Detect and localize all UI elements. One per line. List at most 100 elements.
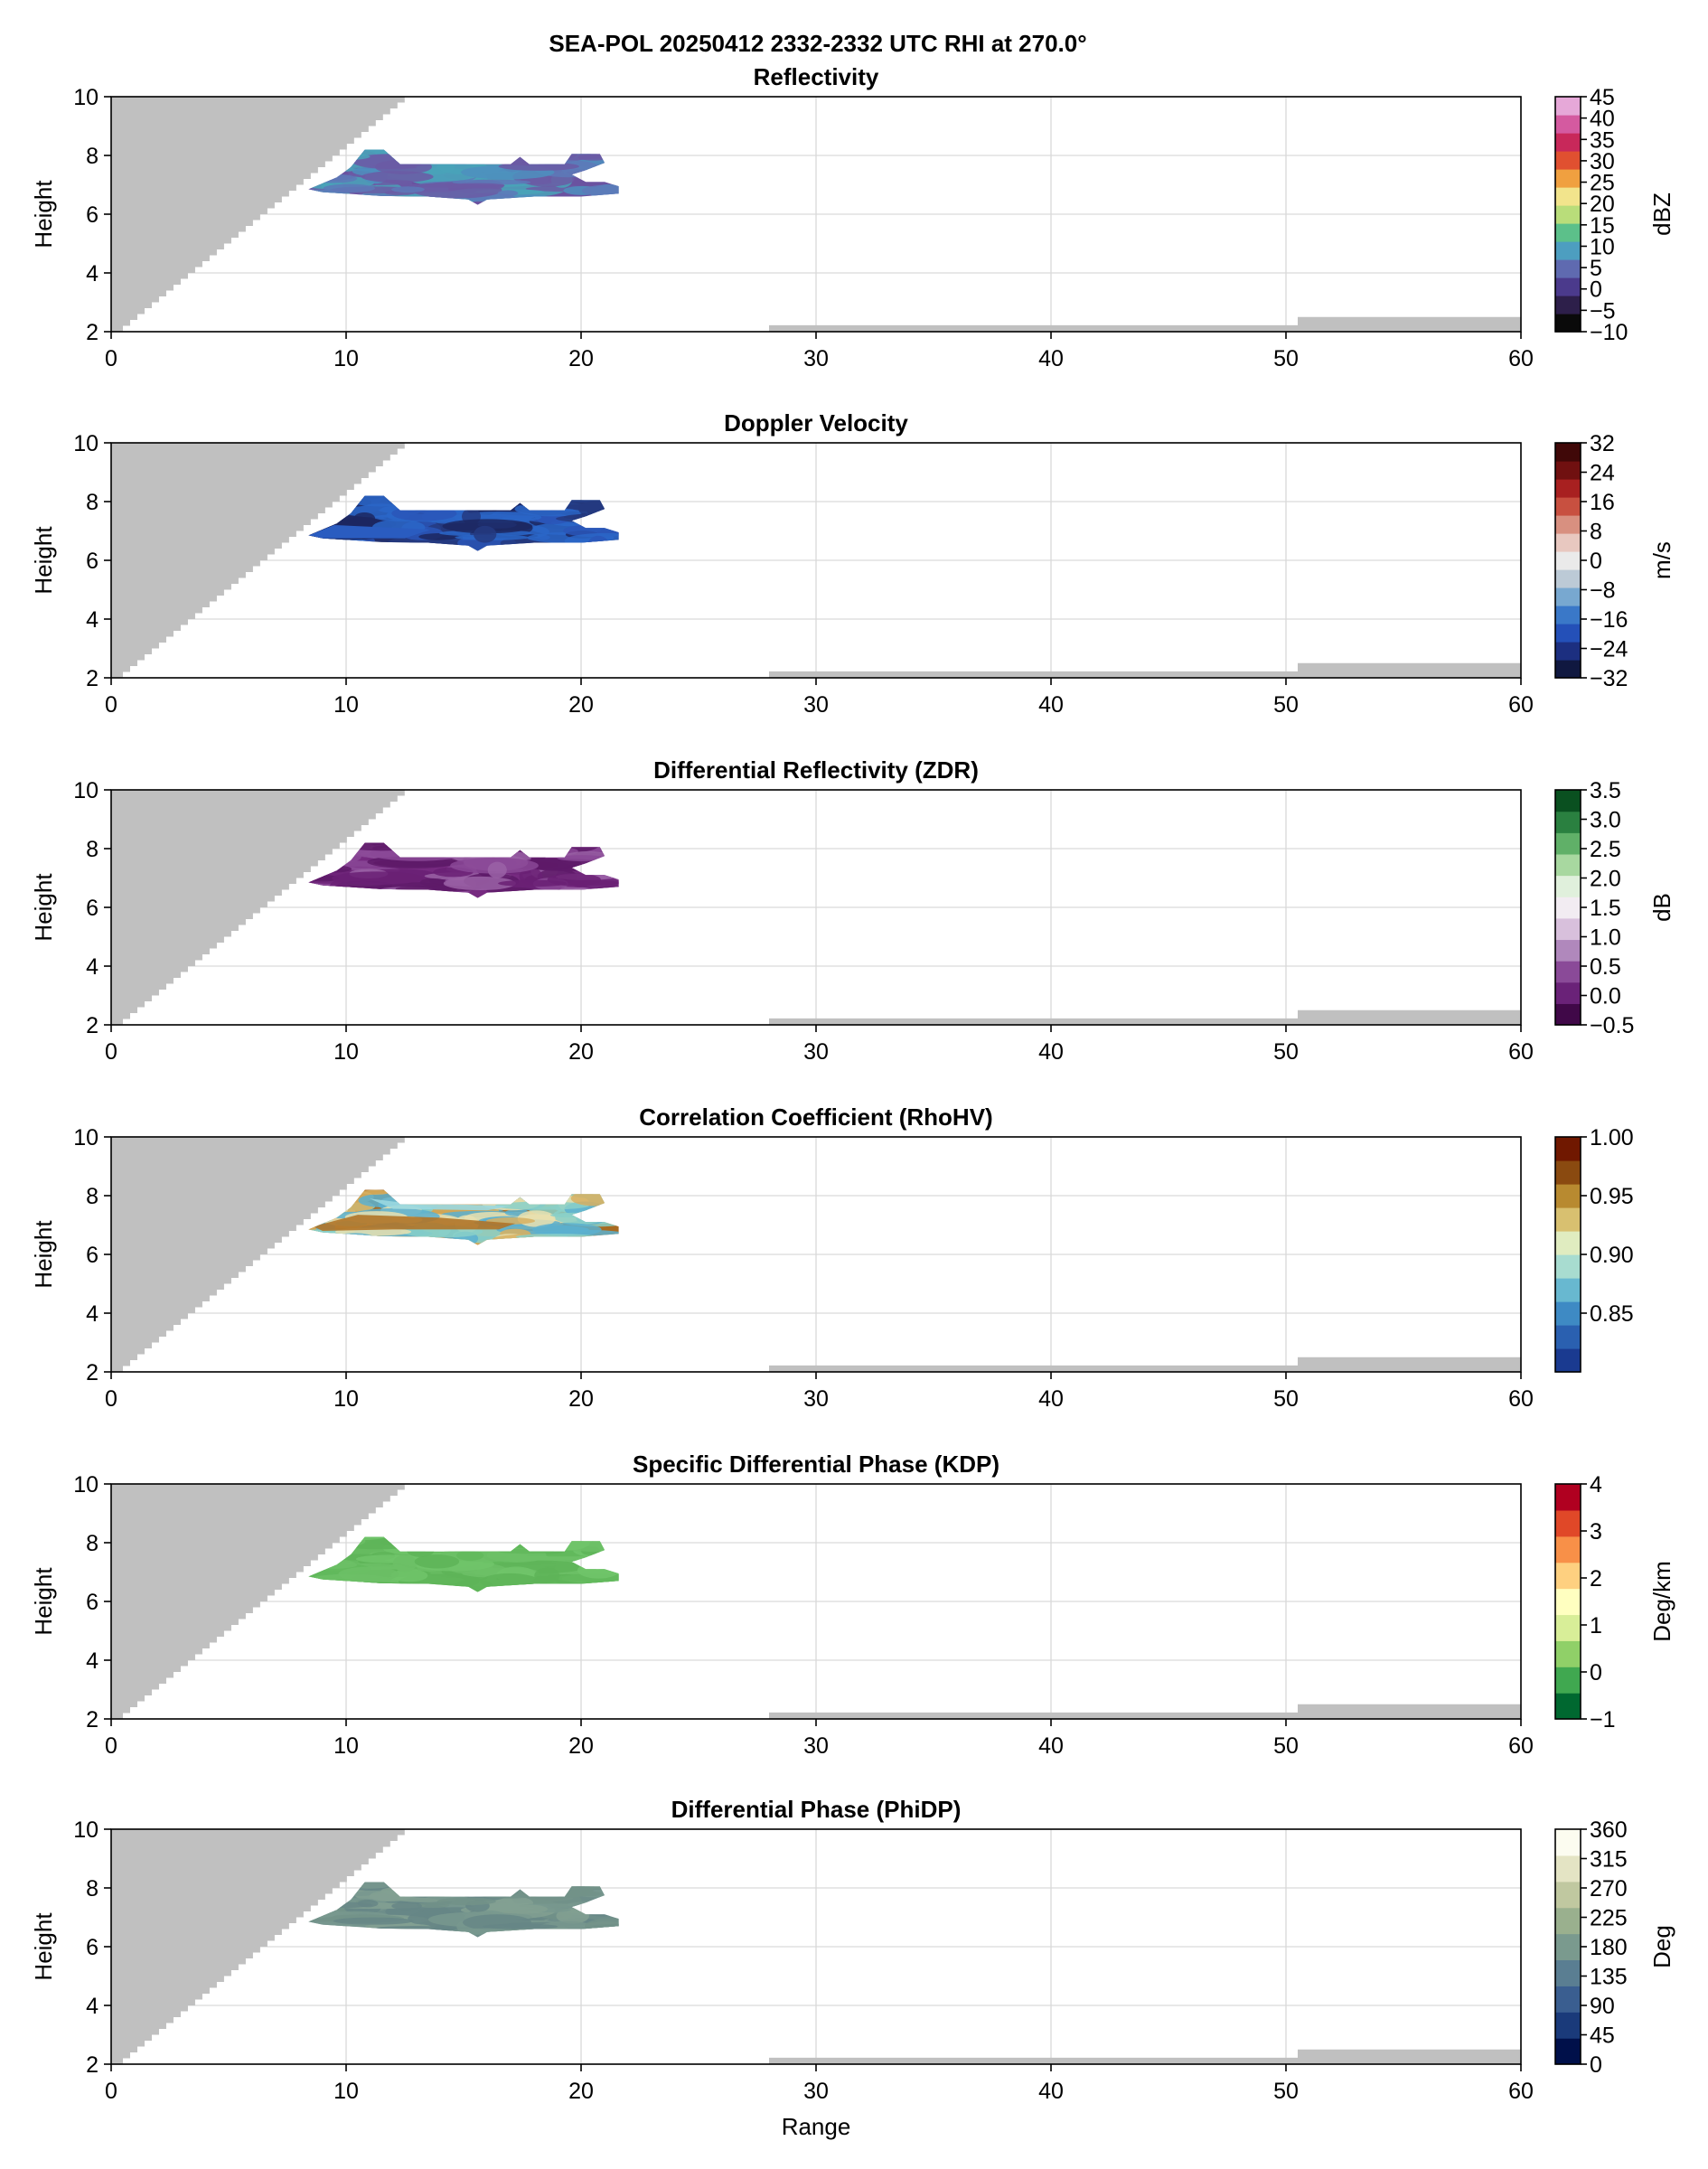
- colorbar-tick-label: 135: [1590, 1965, 1628, 1990]
- colorbar-tick-label: 16: [1590, 490, 1615, 515]
- x-tick-label: 60: [1508, 346, 1534, 371]
- y-tick-label: 8: [86, 837, 99, 862]
- y-tick-label: 2: [86, 1360, 99, 1385]
- colorbar: −32 −24 −16 −8 0 8 16 24 32 m/s: [1554, 431, 1675, 691]
- blocked-region: [111, 97, 412, 332]
- x-tick-label: 40: [1038, 1039, 1064, 1065]
- y-tick-label: 6: [86, 896, 99, 921]
- x-tick-label: 0: [105, 1386, 117, 1412]
- ground-strip: [1298, 662, 1521, 678]
- colorbar-tick-label: 270: [1590, 1876, 1628, 1901]
- y-axis-label: Height: [30, 526, 57, 595]
- colorbar-tick-label: −0.5: [1590, 1013, 1634, 1038]
- y-tick-label: 10: [73, 1125, 99, 1150]
- ground-strip: [1298, 1009, 1521, 1025]
- blocked-region: [111, 443, 412, 678]
- colorbar-tick-label: 0: [1590, 1660, 1602, 1685]
- colorbar-label: Deg: [1648, 1925, 1675, 1968]
- y-axis-label: Height: [30, 1912, 57, 1981]
- x-tick-label: 10: [333, 1386, 359, 1412]
- colorbar-tick-label: 40: [1590, 107, 1615, 132]
- colorbar-tick-label: 15: [1590, 213, 1615, 239]
- colorbar-tick-label: 25: [1590, 171, 1615, 196]
- y-tick-label: 4: [86, 1301, 99, 1327]
- y-tick-label: 6: [86, 202, 99, 228]
- colorbar-tick-label: 45: [1590, 2023, 1615, 2049]
- colorbar-tick-label: 0: [1590, 277, 1602, 303]
- x-tick-label: 40: [1038, 692, 1064, 718]
- colorbar: −0.5 0.0 0.5 1.0 1.5 2.0 2.5 3.0 3.5 dB: [1554, 778, 1675, 1038]
- colorbar-tick-label: −10: [1590, 320, 1628, 345]
- x-tick-label: 0: [105, 1039, 117, 1065]
- x-tick-label: 40: [1038, 1733, 1064, 1759]
- echo-field: [308, 495, 619, 551]
- x-tick-label: 0: [105, 1733, 117, 1759]
- blocked-region: [111, 1484, 412, 1719]
- colorbar-tick-label: 8: [1590, 520, 1602, 545]
- colorbar-tick-label: −5: [1590, 298, 1616, 324]
- ground-strip: [1298, 1704, 1521, 1719]
- colorbar-tick-label: 3: [1590, 1519, 1602, 1545]
- panel-title: Specific Differential Phase (KDP): [633, 1451, 999, 1478]
- ground-strip: [769, 1365, 1298, 1372]
- ground-strip: [769, 324, 1298, 332]
- colorbar-tick-label: 1.5: [1590, 896, 1621, 921]
- y-axis-label: Height: [30, 873, 57, 942]
- panel-title: Reflectivity: [754, 63, 879, 90]
- panel-6: Differential Phase (PhiDP)0 10 20 30 40 50 602…: [30, 1796, 1675, 2140]
- x-tick-label: 60: [1508, 1039, 1534, 1065]
- y-tick-label: 2: [86, 320, 99, 345]
- x-tick-label: 20: [568, 1039, 594, 1065]
- x-tick-label: 60: [1508, 2079, 1534, 2104]
- ground-strip: [769, 1712, 1298, 1719]
- y-axis-label: Height: [30, 180, 57, 249]
- colorbar-tick-label: 10: [1590, 234, 1615, 259]
- y-tick-label: 4: [86, 954, 99, 980]
- x-tick-label: 20: [568, 692, 594, 718]
- x-tick-label: 40: [1038, 1386, 1064, 1412]
- x-tick-label: 10: [333, 346, 359, 371]
- colorbar-tick-label: 0: [1590, 549, 1602, 574]
- ground-strip: [1298, 316, 1521, 332]
- panel-title: Differential Reflectivity (ZDR): [653, 756, 979, 784]
- ground-strip: [769, 671, 1298, 678]
- y-tick-label: 4: [86, 261, 99, 286]
- y-tick-label: 6: [86, 1243, 99, 1268]
- blocked-region: [111, 1137, 412, 1372]
- x-tick-label: 20: [568, 1386, 594, 1412]
- blocked-region: [111, 1829, 412, 2064]
- x-tick-label: 60: [1508, 1386, 1534, 1412]
- plot-area: [111, 443, 1521, 678]
- colorbar-label: Deg/km: [1648, 1561, 1675, 1642]
- colorbar-tick-label: −1: [1590, 1707, 1616, 1732]
- y-tick-label: 10: [73, 1472, 99, 1498]
- y-tick-label: 4: [86, 607, 99, 633]
- x-tick-label: 50: [1273, 346, 1299, 371]
- x-tick-label: 0: [105, 346, 117, 371]
- y-tick-label: 4: [86, 1648, 99, 1674]
- x-tick-label: 10: [333, 692, 359, 718]
- x-tick-label: 50: [1273, 1386, 1299, 1412]
- y-tick-label: 2: [86, 1013, 99, 1038]
- y-tick-label: 2: [86, 2052, 99, 2078]
- blocked-region: [111, 790, 412, 1025]
- y-axis-label: Height: [30, 1567, 57, 1636]
- colorbar-tick-label: 5: [1590, 256, 1602, 281]
- colorbar-tick-label: 315: [1590, 1847, 1628, 1873]
- x-tick-label: 50: [1273, 692, 1299, 718]
- colorbar-tick-label: 3.0: [1590, 808, 1621, 833]
- x-tick-label: 20: [568, 1733, 594, 1759]
- panel-3: Differential Reflectivity (ZDR)0 10 20 30 40…: [30, 756, 1675, 1065]
- colorbar: −1 0 1 2 3 4 Deg/km: [1554, 1472, 1675, 1732]
- y-tick-label: 6: [86, 1590, 99, 1615]
- x-tick-label: 0: [105, 692, 117, 718]
- x-tick-label: 30: [803, 1733, 829, 1759]
- figure-title: SEA-POL 20250412 2332-2332 UTC RHI at 27…: [549, 30, 1086, 57]
- colorbar-tick-label: 2: [1590, 1566, 1602, 1592]
- y-tick-label: 8: [86, 1531, 99, 1556]
- x-tick-label: 60: [1508, 692, 1534, 718]
- x-tick-label: 10: [333, 2079, 359, 2104]
- panel-title: Correlation Coefficient (RhoHV): [639, 1103, 992, 1131]
